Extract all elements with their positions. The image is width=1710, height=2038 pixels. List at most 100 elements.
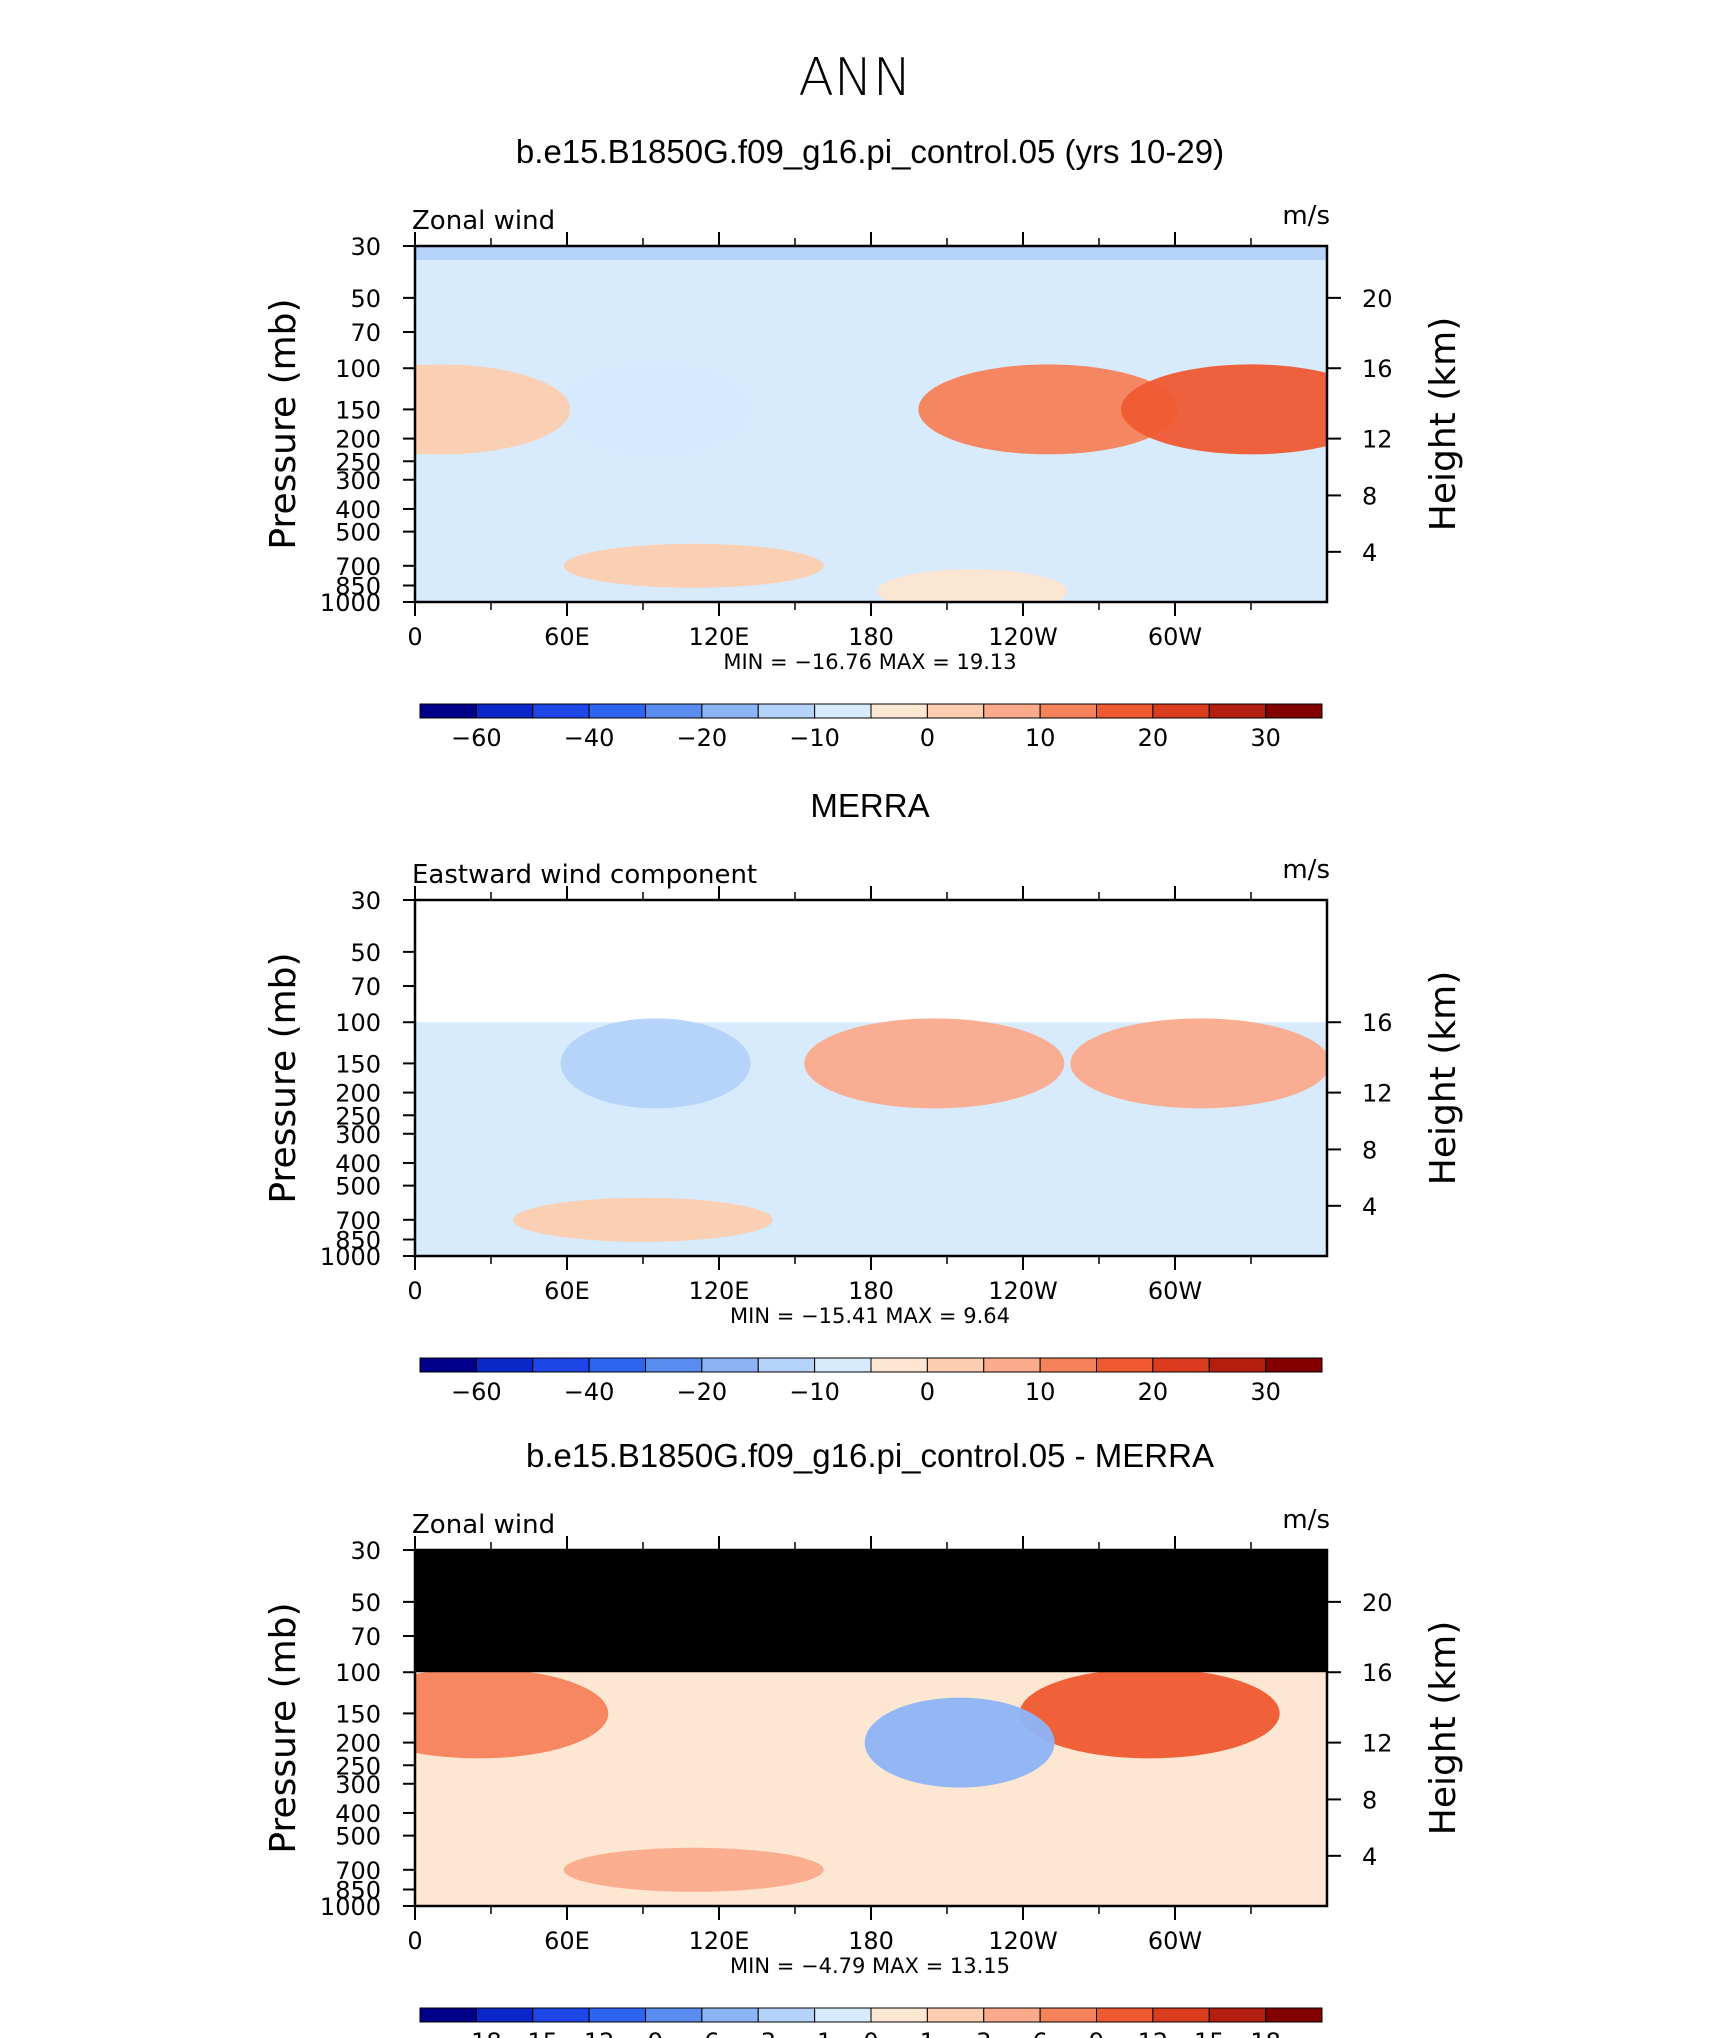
y-tick-label: 500 xyxy=(335,1823,381,1851)
colorbar-swatch xyxy=(1152,703,1210,719)
colorbar-swatch xyxy=(1208,703,1267,719)
y-tick-label: 500 xyxy=(335,519,381,547)
y-tick-label: 250 xyxy=(335,1102,381,1130)
colorbar-swatch xyxy=(588,703,646,719)
colorbar-swatch xyxy=(475,2007,534,2023)
contour-feature-3 xyxy=(563,1847,824,1892)
y-tick-label: 1000 xyxy=(320,1243,381,1271)
colorbar-label: 0 xyxy=(863,2028,878,2038)
y-right-tick-label: 4 xyxy=(1362,1843,1377,1871)
colorbar-label: −60 xyxy=(451,1378,502,1406)
colorbar-swatch xyxy=(1039,1357,1097,1373)
y-right-tick-label: 4 xyxy=(1362,539,1377,567)
y-tick-label: 100 xyxy=(335,355,381,383)
contour-feature-4 xyxy=(415,364,571,455)
contour-feature-3 xyxy=(1121,364,1327,455)
colorbar-swatch xyxy=(926,703,985,719)
contour-feature-0 xyxy=(560,1018,751,1109)
y-tick-label: 700 xyxy=(335,553,381,581)
colorbar-swatch xyxy=(1152,2007,1210,2023)
chart-panel-1: b.e15.B1850G.f09_g16.pi_control.05 (yrs … xyxy=(263,133,1464,752)
colorbar-label: −1 xyxy=(797,2028,832,2038)
x-tick-label: 60W xyxy=(1148,623,1202,651)
min-max-stats: MIN = −16.76 MAX = 19.13 xyxy=(723,650,1016,674)
colorbar-label: −18 xyxy=(451,2028,502,2038)
colorbar-label: 30 xyxy=(1250,1378,1281,1406)
x-tick-label: 60E xyxy=(544,1277,590,1305)
y-right-tick-label: 16 xyxy=(1362,1659,1393,1687)
y-right-tick-label: 20 xyxy=(1362,1589,1393,1617)
y-tick-label: 200 xyxy=(335,1730,381,1758)
colorbar-label: −10 xyxy=(789,1378,840,1406)
colorbar-label: 30 xyxy=(1250,724,1281,752)
colorbar: −60 −40 −20 −10 0 10 20 30 xyxy=(419,1357,1323,1406)
y-axis-title-right: Height (km) xyxy=(1423,317,1464,531)
y-tick-label: 400 xyxy=(335,496,381,524)
colorbar-label: −15 xyxy=(507,2028,558,2038)
colorbar-label: −3 xyxy=(741,2028,776,2038)
contour-feature-5 xyxy=(563,543,824,588)
y-tick-label: 70 xyxy=(350,319,381,347)
colorbar-label: 12 xyxy=(1138,2028,1169,2038)
colorbar-swatch xyxy=(588,2007,646,2023)
colorbar-label: −9 xyxy=(628,2028,663,2038)
colorbar-swatch xyxy=(926,2007,985,2023)
y-tick-label: 850 xyxy=(335,573,381,601)
contour-feature-2 xyxy=(864,1697,1055,1788)
y-tick-label: 150 xyxy=(335,1700,381,1728)
y-tick-label: 700 xyxy=(335,1857,381,1885)
x-tick-label: 60W xyxy=(1148,1927,1202,1955)
colorbar-label: 0 xyxy=(920,1378,935,1406)
y-tick-label: 70 xyxy=(350,1623,381,1651)
y-tick-label: 400 xyxy=(335,1800,381,1828)
y-right-tick-label: 8 xyxy=(1362,482,1377,510)
y-tick-label: 70 xyxy=(350,973,381,1001)
colorbar: −18 −15 −12 −9 −6 −3 −1 0 1 3 6 9 12 15 18 xyxy=(419,2007,1323,2038)
colorbar-swatch xyxy=(532,703,590,719)
y-right-tick-label: 4 xyxy=(1362,1193,1377,1221)
y-tick-label: 30 xyxy=(350,887,381,915)
y-tick-label: 30 xyxy=(350,233,381,261)
colorbar-swatch xyxy=(983,703,1041,719)
colorbar-swatch xyxy=(1152,1357,1210,1373)
y-right-tick-label: 20 xyxy=(1362,285,1393,313)
colorbar-swatch xyxy=(983,2007,1041,2023)
colorbar-swatch xyxy=(1096,2007,1154,2023)
colorbar-label: −60 xyxy=(451,724,502,752)
colorbar-label: 3 xyxy=(976,2028,991,2038)
colorbar-swatch xyxy=(645,2007,703,2023)
colorbar-swatch xyxy=(870,2007,928,2023)
x-tick-label: 180 xyxy=(848,1277,894,1305)
y-right-tick-label: 12 xyxy=(1362,426,1393,454)
colorbar: −60 −40 −20 −10 0 10 20 30 xyxy=(419,703,1323,752)
colorbar-swatch xyxy=(532,1357,590,1373)
colorbar-swatch xyxy=(814,703,872,719)
colorbar-swatch xyxy=(701,703,759,719)
x-tick-label: 120W xyxy=(988,1277,1058,1305)
colorbar-swatch xyxy=(757,703,816,719)
y-tick-label: 50 xyxy=(350,1589,381,1617)
colorbar-label: −20 xyxy=(677,1378,728,1406)
colorbar-swatch xyxy=(419,703,477,719)
y-tick-label: 150 xyxy=(335,1050,381,1078)
colorbar-label: −12 xyxy=(564,2028,615,2038)
colorbar-label: 20 xyxy=(1138,724,1169,752)
colorbar-swatch xyxy=(926,1357,985,1373)
colorbar-swatch xyxy=(983,1357,1041,1373)
variable-label: Zonal wind xyxy=(412,1510,555,1540)
colorbar-label: 0 xyxy=(920,724,935,752)
y-tick-label: 50 xyxy=(350,285,381,313)
colorbar-swatch xyxy=(1039,2007,1097,2023)
y-tick-label: 250 xyxy=(335,448,381,476)
y-tick-label: 50 xyxy=(350,939,381,967)
y-tick-label: 200 xyxy=(335,1080,381,1108)
colorbar-swatch xyxy=(475,703,534,719)
y-right-tick-label: 12 xyxy=(1362,1080,1393,1108)
colorbar-label: 1 xyxy=(920,2028,935,2038)
units-label: m/s xyxy=(1282,1505,1330,1535)
colorbar-label: −40 xyxy=(564,1378,615,1406)
panel-title: MERRA xyxy=(810,787,929,824)
y-axis-title: Pressure (mb) xyxy=(263,1602,304,1853)
contour-field xyxy=(415,900,1327,1256)
colorbar-swatch xyxy=(870,1357,928,1373)
